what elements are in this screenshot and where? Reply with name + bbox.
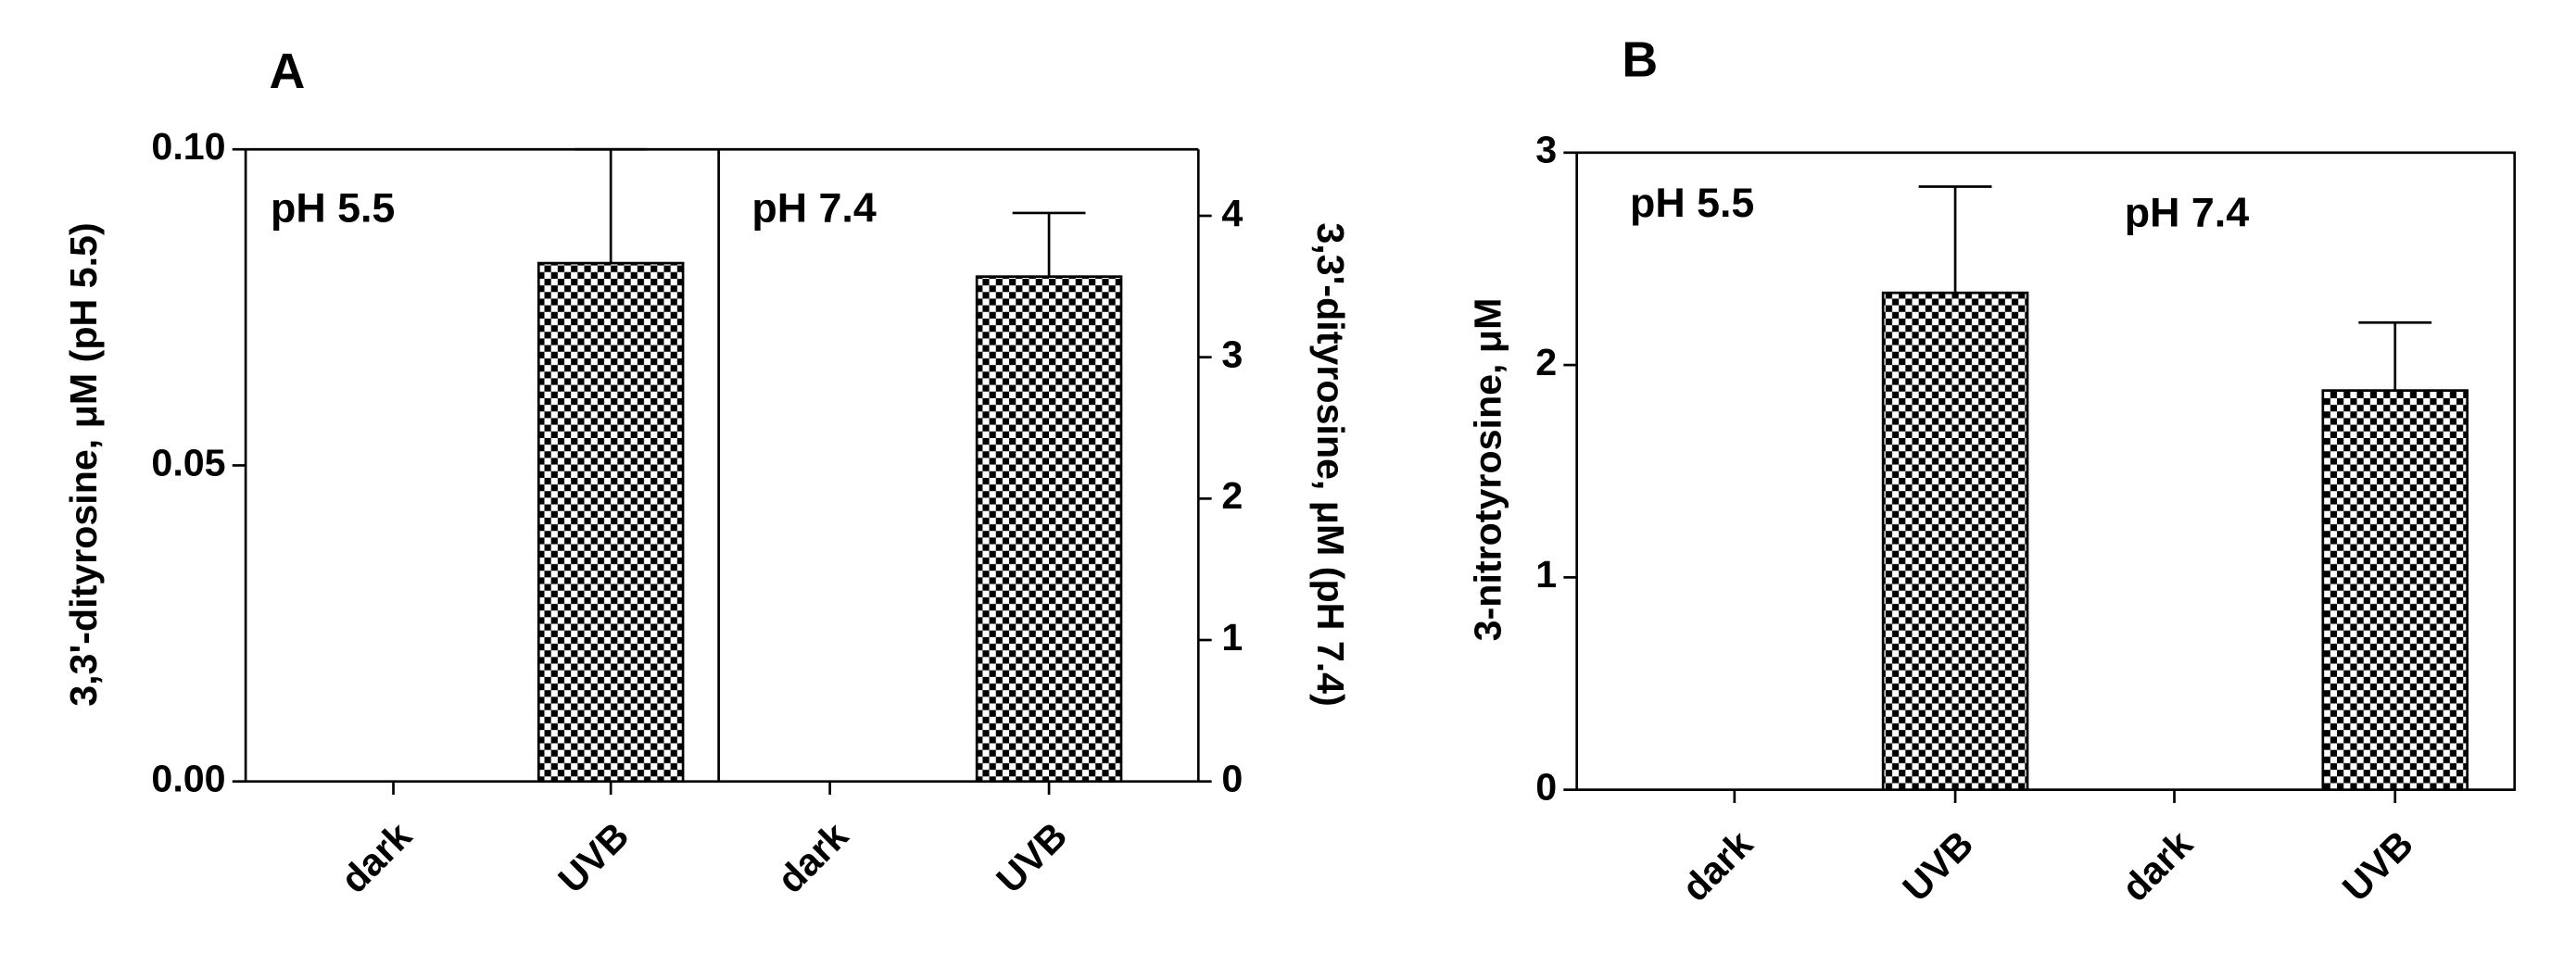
y-axis-label: 3-nitrotyrosine, μM — [1466, 298, 1509, 642]
x-tick-label: dark — [769, 814, 856, 901]
plot-frame — [1575, 151, 2517, 791]
panel-label: B — [1622, 31, 1658, 87]
series-label: pH 7.4 — [751, 184, 876, 231]
y2-tick-label: 3 — [1221, 333, 1243, 376]
bar — [2321, 389, 2469, 791]
x-tick-label: dark — [1673, 822, 1761, 910]
y2-tick-label: 2 — [1221, 474, 1243, 517]
y2-tick-label: 1 — [1221, 616, 1243, 659]
bar — [975, 275, 1123, 784]
series-label: pH 5.5 — [1630, 180, 1754, 226]
x-tick-label: UVB — [2334, 822, 2421, 910]
y-tick-label: 1 — [1535, 553, 1557, 596]
y-tick-label: 0.05 — [151, 441, 225, 483]
y2-axis-label: 3,3'-dityrosine, μM (pH 7.4) — [1309, 222, 1352, 706]
panel: B 0 1 2 3 3-nitrotyrosine, μM dark UVB dark UVB pH… — [1466, 31, 2517, 910]
x-tick-label: dark — [2114, 822, 2201, 910]
bar — [1881, 291, 2029, 791]
x-tick-label: dark — [333, 814, 420, 901]
y-tick-label: 3 — [1535, 129, 1557, 171]
y-tick-label: 0 — [1535, 766, 1557, 809]
series-label: pH 5.5 — [271, 184, 395, 231]
x-tick-label: UVB — [550, 814, 638, 901]
y2-tick-label: 0 — [1221, 758, 1243, 800]
panel: A 0.00 0.05 0.10 0 1 2 3 4 3,3'-dityrosine, μM (p… — [62, 44, 1352, 901]
y-tick-label: 2 — [1535, 341, 1557, 383]
x-tick-label: UVB — [988, 814, 1075, 901]
y-tick-label: 0.00 — [151, 758, 225, 800]
panel-label: A — [269, 44, 305, 99]
bar — [537, 261, 685, 784]
y-axis-label: 3,3'-dityrosine, μM (pH 5.5) — [62, 222, 105, 706]
series-label: pH 7.4 — [2125, 190, 2249, 236]
x-tick-label: UVB — [1894, 822, 1981, 910]
y2-tick-label: 4 — [1221, 192, 1243, 234]
y-tick-label: 0.10 — [151, 125, 225, 168]
